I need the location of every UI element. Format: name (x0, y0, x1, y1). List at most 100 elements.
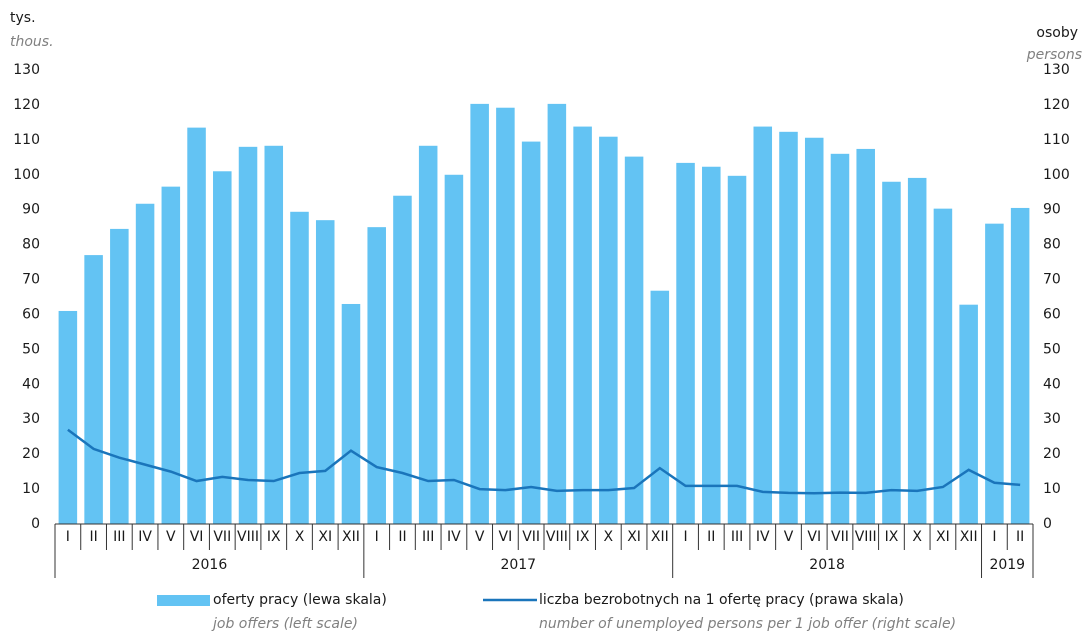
bar (907, 177, 927, 525)
x-tick-label: X (295, 529, 305, 545)
line (67, 428, 1021, 495)
bar (547, 103, 567, 525)
left-unit-en: thous. (10, 34, 54, 50)
x-tick-label: VI (190, 529, 204, 545)
y-tick-label: 120 (13, 97, 40, 113)
bar (161, 186, 181, 525)
y-tick-label: 70 (22, 272, 40, 288)
left-unit: tys. (10, 10, 36, 26)
x-tick-label: V (475, 529, 485, 545)
y2-tick-label: 100 (1043, 167, 1070, 183)
y2-tick-label: 10 (1043, 481, 1061, 497)
bar (264, 145, 284, 524)
x-tick-label: II (1016, 529, 1024, 545)
bar (496, 107, 515, 525)
bar (470, 103, 489, 525)
bar (702, 166, 721, 524)
x-tick-label: XI (318, 529, 332, 545)
y-tick-label: 0 (31, 516, 40, 532)
bar (213, 171, 232, 524)
x-tick-label: XI (627, 529, 641, 545)
bar (933, 208, 953, 524)
bar (779, 131, 798, 524)
y2-tick-label: 60 (1043, 306, 1061, 322)
y2-tick-label: 130 (1043, 62, 1070, 78)
y-tick-label: 20 (22, 446, 40, 462)
x-tick-label: VIII (237, 529, 259, 545)
y-tick-label: 40 (22, 376, 40, 392)
y-tick-label: 130 (13, 62, 40, 78)
x-tick-label: I (375, 529, 379, 545)
x-tick-label: XII (651, 529, 669, 545)
bar (58, 310, 78, 524)
x-tick-label: I (992, 529, 996, 545)
year-label: 2019 (989, 557, 1025, 573)
y2-tick-label: 50 (1043, 341, 1061, 357)
year-label: 2018 (809, 557, 845, 573)
y2-tick-label: 40 (1043, 376, 1061, 392)
legend-label-en: number of unemployed persons per 1 job o… (539, 616, 956, 632)
x-tick-label: II (398, 529, 406, 545)
x-tick-label: I (683, 529, 687, 545)
y-tick-label: 80 (22, 237, 40, 253)
x-tick-label: V (784, 529, 794, 545)
bar (238, 146, 258, 525)
bar (444, 174, 464, 524)
x-tick-label: IX (267, 529, 281, 545)
bar (856, 148, 875, 524)
bar (315, 220, 335, 524)
bar (676, 162, 695, 524)
x-tick-label: V (166, 529, 176, 545)
x-tick-label: X (912, 529, 922, 545)
bar (1010, 207, 1030, 524)
x-tick-label: VIII (546, 529, 568, 545)
x-tick-label: II (707, 529, 715, 545)
bar (84, 255, 103, 525)
x-tick-label: III (731, 529, 743, 545)
y-tick-label: 100 (13, 167, 40, 183)
x-tick-label: VII (522, 529, 540, 545)
x-tick-label: XII (342, 529, 360, 545)
x-tick-label: IV (447, 529, 461, 545)
right-unit: osoby (1036, 25, 1078, 41)
x-tick-label: XII (960, 529, 978, 545)
x-tick-label: III (422, 529, 434, 545)
y2-tick-label: 70 (1043, 272, 1061, 288)
y-tick-label: 110 (13, 132, 40, 148)
y2-tick-label: 120 (1043, 97, 1070, 113)
bar (187, 127, 206, 524)
y-tick-label: 30 (22, 411, 40, 427)
bar (624, 156, 644, 524)
x-tick-label: X (604, 529, 614, 545)
y2-tick-label: 20 (1043, 446, 1061, 462)
y2-tick-label: 110 (1043, 132, 1070, 148)
x-tick-label: IX (576, 529, 590, 545)
x-tick-label: VII (831, 529, 849, 545)
y2-tick-label: 0 (1043, 516, 1052, 532)
y-tick-label: 60 (22, 306, 40, 322)
bar (393, 195, 412, 524)
x-tick-label: VIII (855, 529, 877, 545)
y2-tick-label: 90 (1043, 202, 1061, 218)
bar (341, 303, 361, 524)
y-tick-label: 50 (22, 341, 40, 357)
y2-tick-label: 30 (1043, 411, 1061, 427)
y2-tick-label: 80 (1043, 237, 1061, 253)
x-tick-label: VII (213, 529, 231, 545)
legend-label: oferty pracy (lewa skala) (213, 592, 387, 608)
bar (573, 126, 592, 525)
year-label: 2017 (500, 557, 536, 573)
x-tick-label: III (113, 529, 125, 545)
bar (985, 223, 1004, 524)
right-unit-en: persons (1026, 47, 1082, 63)
bar (110, 228, 129, 524)
x-tick-label: I (66, 529, 70, 545)
x-tick-label: XI (936, 529, 950, 545)
x-tick-label: IV (756, 529, 770, 545)
bar (135, 203, 155, 525)
x-tick-label: IX (885, 529, 899, 545)
x-tick-label: IV (138, 529, 152, 545)
bar (367, 227, 386, 524)
bar (418, 145, 438, 524)
